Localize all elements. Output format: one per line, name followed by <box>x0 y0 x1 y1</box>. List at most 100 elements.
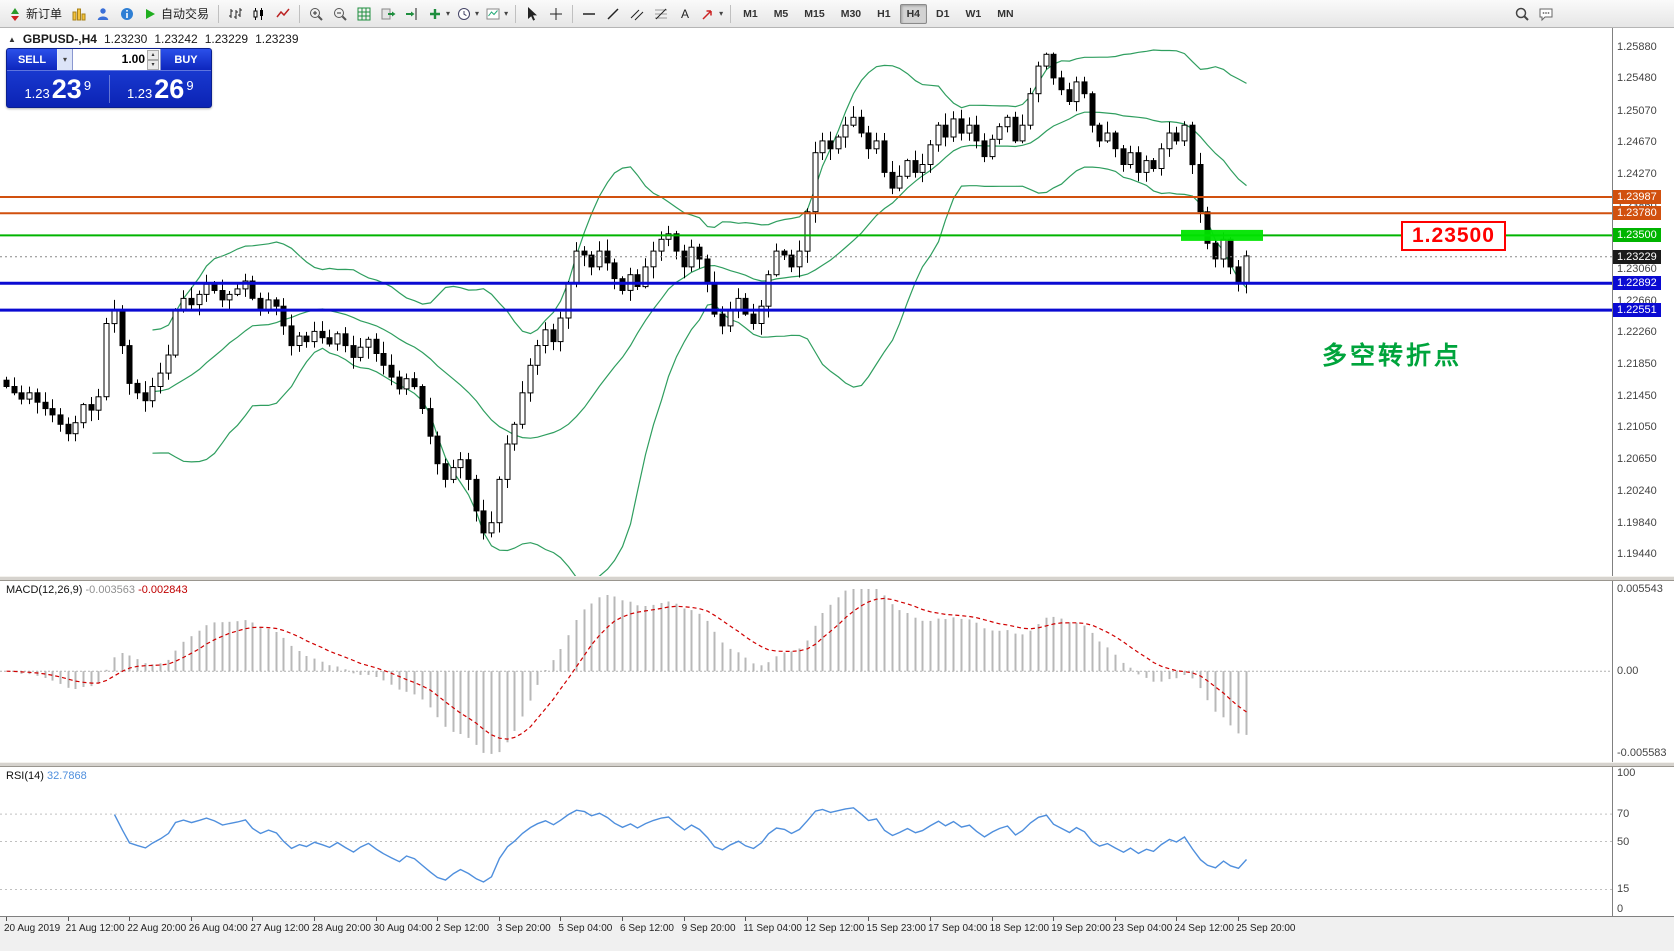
indicators-button[interactable]: ▾ <box>424 2 453 26</box>
time-axis[interactable]: 20 Aug 2019 21 Aug 12:00 22 Aug 20:00 26 Au… <box>0 916 1674 951</box>
horizontal-line-tool-button[interactable] <box>577 2 601 26</box>
candle-body <box>889 171 896 189</box>
search-button[interactable] <box>1510 2 1534 26</box>
candle-body <box>873 140 880 150</box>
candle-body <box>111 309 118 325</box>
data-window-button[interactable] <box>115 2 139 26</box>
rsi-panel[interactable]: RSI(14) 32.7868 <box>0 767 1612 916</box>
profiles-button[interactable] <box>91 2 115 26</box>
candle-body <box>488 522 495 534</box>
candle-body <box>1035 65 1042 95</box>
macd-panel[interactable]: MACD(12,26,9) -0.003563 -0.002843 <box>0 581 1612 762</box>
ohlc-open: 1.23230 <box>103 32 148 46</box>
chart-plot[interactable]: ▲ GBPUSD-,H4 1.23230 1.23242 1.23229 1.2… <box>0 28 1612 576</box>
candle-body <box>350 345 357 358</box>
channel-tool-button[interactable] <box>625 2 649 26</box>
rsi-axis-label: 100 <box>1617 767 1636 779</box>
candle-body <box>896 175 903 189</box>
time-axis-label: 28 Aug 20:00 <box>312 923 371 934</box>
candle-body <box>172 309 179 356</box>
candle-body <box>480 510 487 534</box>
candle-body <box>88 404 95 411</box>
arrows-tool-button[interactable]: ▾ <box>697 2 726 26</box>
info-icon <box>121 7 134 20</box>
candle-body <box>611 262 618 280</box>
candle-body <box>850 116 857 126</box>
one-click-options-dropdown[interactable]: ▾ <box>57 49 72 70</box>
crosshair-button[interactable] <box>544 2 568 26</box>
timeframe-w1[interactable]: W1 <box>958 4 988 24</box>
chart-shift-button[interactable] <box>400 2 424 26</box>
timeframe-m5[interactable]: M5 <box>767 4 796 24</box>
fibonacci-tool-button[interactable] <box>649 2 673 26</box>
cursor-button[interactable] <box>520 2 544 26</box>
candle-body <box>927 144 934 166</box>
zoom-out-button[interactable] <box>328 2 352 26</box>
time-axis-tick <box>1238 917 1239 921</box>
time-axis-tick <box>252 917 254 921</box>
candle-body <box>534 345 541 366</box>
auto-scroll-button[interactable] <box>376 2 400 26</box>
candle-body <box>719 313 726 327</box>
toolbar-separator <box>730 4 732 23</box>
chat-button[interactable] <box>1534 2 1558 26</box>
macd-signal-line <box>6 597 1247 740</box>
timeframe-h1[interactable]: H1 <box>870 4 897 24</box>
volume-field[interactable]: 1.00 ▴ ▾ <box>72 49 161 70</box>
price-callout-label[interactable]: 1.23500 <box>1401 221 1506 252</box>
candle-body <box>665 233 672 240</box>
text-tool-button[interactable]: A <box>673 2 697 26</box>
sell-price[interactable]: 1.23 23 9 <box>24 74 92 104</box>
panel-splitter[interactable] <box>0 576 1674 581</box>
candle-body <box>1073 81 1080 103</box>
spinner-up-icon[interactable]: ▴ <box>147 50 159 60</box>
candle-body <box>827 140 834 150</box>
macd-chart-svg <box>0 589 1612 754</box>
timeframe-mn[interactable]: MN <box>990 4 1020 24</box>
time-axis-label: 15 Sep 23:00 <box>866 923 926 934</box>
text-icon: A <box>681 7 689 21</box>
candle-body <box>842 124 849 138</box>
templates-button[interactable]: ▾ <box>482 2 511 26</box>
trendline-tool-button[interactable] <box>601 2 625 26</box>
buy-price[interactable]: 1.23 26 9 <box>126 74 194 104</box>
timeframe-d1[interactable]: D1 <box>929 4 956 24</box>
candle-body <box>380 353 387 366</box>
line-chart-button[interactable] <box>271 2 295 26</box>
price-axis-label: 1.20240 <box>1617 485 1657 498</box>
candle-body <box>696 246 703 260</box>
new-order-button[interactable]: 新订单 <box>4 2 67 26</box>
toolbar: 新订单 自动交易 <box>0 0 1674 28</box>
sell-button[interactable]: SELL <box>7 49 57 70</box>
timeframe-h4[interactable]: H4 <box>899 3 928 24</box>
panel-splitter[interactable] <box>0 762 1674 767</box>
price-axis[interactable]: 1.258801.254801.250701.246701.242701.238… <box>1612 28 1674 916</box>
candle-body <box>196 293 203 306</box>
auto-scroll-icon <box>381 8 396 19</box>
candle-body <box>1089 93 1096 126</box>
candle-body <box>673 233 680 252</box>
candle-body <box>334 333 341 345</box>
candle-body <box>1112 132 1119 150</box>
candle-body <box>912 160 919 173</box>
new-chart-button[interactable] <box>67 2 91 26</box>
timeframe-m1[interactable]: M1 <box>736 4 765 24</box>
timeframe-m30[interactable]: M30 <box>834 4 868 24</box>
volume-spinner[interactable]: ▴ ▾ <box>147 50 159 70</box>
zoom-in-button[interactable] <box>304 2 328 26</box>
highlight-zone[interactable] <box>1181 229 1263 241</box>
time-axis-label: 23 Sep 04:00 <box>1112 923 1173 934</box>
grid-button[interactable] <box>352 2 376 26</box>
periods-button[interactable]: ▾ <box>453 2 482 26</box>
candle-body <box>1189 124 1196 166</box>
autotrading-button[interactable]: 自动交易 <box>139 2 214 26</box>
time-axis-tick <box>67 917 69 921</box>
bar-chart-button[interactable] <box>223 2 247 26</box>
candle-body <box>57 414 64 425</box>
spinner-down-icon[interactable]: ▾ <box>147 60 159 70</box>
timeframe-m15[interactable]: M15 <box>797 4 831 24</box>
toolbar-separator <box>218 4 220 23</box>
buy-button[interactable]: BUY <box>161 49 211 70</box>
candlestick-chart-button[interactable] <box>247 2 271 26</box>
candle-body <box>796 250 803 268</box>
